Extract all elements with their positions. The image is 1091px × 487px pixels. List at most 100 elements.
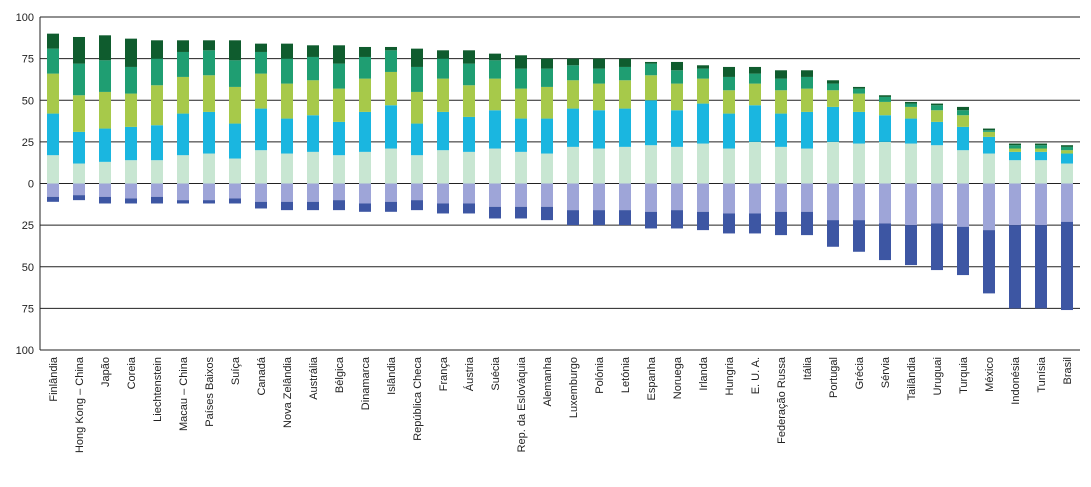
bar-segment — [671, 183, 683, 211]
bar-segment — [853, 88, 865, 94]
y-axis-tick-labels: 100 75 50 25 0 25 50 75 100 — [16, 12, 34, 357]
bar-segment — [983, 130, 995, 132]
category-label: Polónia — [594, 356, 606, 394]
bar-segment — [463, 116, 475, 152]
bar-segment — [671, 70, 683, 84]
category-label: Espanha — [646, 356, 658, 400]
bar-segment — [541, 68, 553, 87]
bar-segment — [385, 50, 397, 72]
bar-segment — [1061, 150, 1073, 154]
bar-segment — [775, 113, 787, 147]
bar-segment — [567, 108, 579, 147]
bar-segment — [567, 65, 579, 81]
bar-segment — [749, 73, 761, 84]
bar-segment — [229, 183, 241, 199]
bar-segment — [333, 183, 345, 201]
bar-segment — [385, 183, 397, 202]
bar-segment — [931, 103, 943, 106]
bar-segment — [463, 151, 475, 184]
bar-segment — [749, 66, 761, 74]
bar-segment — [307, 201, 319, 211]
bar-segment — [47, 48, 59, 74]
bar-segment — [827, 90, 839, 107]
bar-segment — [99, 128, 111, 162]
bar-segment — [125, 93, 137, 127]
category-label: Países Baixos — [204, 357, 216, 427]
bar-segment — [73, 163, 85, 184]
bar-segment — [125, 38, 137, 67]
bar-segment — [255, 51, 267, 74]
bar-segment — [229, 60, 241, 87]
category-label: Bélgica — [334, 356, 346, 393]
bar-segment — [203, 75, 215, 112]
bar-segment — [307, 56, 319, 81]
bar-segment — [463, 85, 475, 117]
category-label: Suécia — [490, 356, 502, 391]
y-tick-label: 50 — [22, 262, 34, 274]
bar-segment — [359, 183, 371, 204]
bar-segment — [307, 151, 319, 184]
bar-segment — [47, 113, 59, 156]
bar-segment — [697, 103, 709, 144]
category-label: Uruguai — [932, 357, 944, 396]
bar-segment — [203, 50, 215, 76]
bar-segment — [385, 46, 397, 51]
bar-segment — [411, 48, 423, 67]
bar-segment — [515, 151, 527, 184]
bar-segment — [671, 146, 683, 184]
bar-segment — [775, 183, 787, 212]
bar-segment — [99, 91, 111, 129]
bar-segment — [1035, 145, 1047, 149]
bar-segment — [645, 75, 657, 101]
bar-segment — [489, 110, 501, 149]
bar-segment — [957, 115, 969, 127]
category-label: Grécia — [854, 356, 866, 389]
bar-segment — [151, 40, 163, 59]
bar-segment — [73, 131, 85, 164]
bar-segment — [281, 43, 293, 59]
bar-segment — [697, 211, 709, 231]
category-label: Turquia — [958, 356, 970, 394]
bar-segment — [463, 50, 475, 64]
bar-segment — [619, 108, 631, 147]
bar-segment — [801, 76, 813, 89]
category-label: Coreia — [126, 356, 138, 389]
bar-segment — [99, 35, 111, 61]
category-label: Sérvia — [880, 356, 892, 388]
bar-segment — [307, 45, 319, 57]
bar-segment — [801, 183, 813, 212]
bar-segment — [385, 148, 397, 184]
bar-segment — [229, 158, 241, 184]
bar-segment — [723, 66, 735, 77]
bar-segment — [905, 183, 917, 226]
bar-segment — [515, 88, 527, 119]
bar-segment — [775, 211, 787, 236]
bar-segment — [151, 196, 163, 204]
bar-segment — [411, 155, 423, 184]
bar-segment — [645, 63, 657, 76]
y-tick-label: 75 — [22, 303, 34, 315]
bar-segment — [879, 183, 891, 224]
bar-segment — [1061, 145, 1073, 147]
bar-segment — [853, 183, 865, 221]
bar-segment — [1009, 145, 1021, 149]
bar-segment — [905, 143, 917, 184]
bar-segment — [931, 110, 943, 122]
bar-segment — [671, 83, 683, 111]
bar-segment — [957, 183, 969, 227]
bar-segment — [1035, 143, 1047, 146]
bar-segment — [281, 153, 293, 184]
bar-segment — [775, 90, 787, 114]
bar-segment — [333, 200, 345, 211]
bar-segment — [1035, 225, 1047, 309]
bar-segment — [73, 195, 85, 201]
bar-segment — [411, 200, 423, 211]
bar-segment — [333, 121, 345, 156]
bar-segment — [437, 150, 449, 184]
bar-segment — [73, 95, 85, 132]
bar-segment — [983, 183, 995, 231]
bar-segment — [645, 100, 657, 146]
bar-segment — [47, 33, 59, 49]
bar-segment — [593, 210, 605, 226]
category-label: Luxemburgo — [568, 357, 580, 418]
